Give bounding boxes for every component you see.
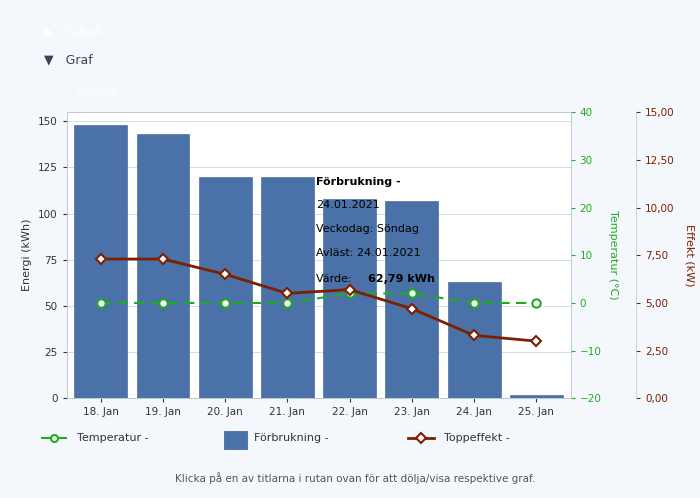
Bar: [510, 395, 563, 398]
Text: Värde:: Värde:: [316, 274, 356, 284]
Bar: [323, 199, 376, 398]
Bar: [136, 134, 190, 398]
Bar: [199, 177, 251, 398]
Text: 62,79 kWh: 62,79 kWh: [368, 274, 435, 284]
Bar: [447, 282, 500, 398]
Text: Förbrukning -: Förbrukning -: [254, 433, 328, 443]
Bar: [74, 125, 127, 398]
Text: ▼   Graf: ▼ Graf: [44, 53, 93, 66]
Y-axis label: Energi (kWh): Energi (kWh): [22, 219, 32, 291]
Y-axis label: Effekt (kW): Effekt (kW): [684, 224, 694, 286]
Bar: [386, 201, 438, 398]
Y-axis label: Temperatur (°C): Temperatur (°C): [608, 211, 618, 300]
Text: Förbrukning -: Förbrukning -: [316, 177, 401, 187]
Bar: [224, 431, 247, 449]
Text: Temperatur -: Temperatur -: [77, 433, 148, 443]
Text: Toppeffekt -: Toppeffekt -: [444, 433, 510, 443]
Bar: [261, 177, 314, 398]
Text: ▶   Tabell: ▶ Tabell: [44, 25, 102, 38]
Text: Avläst: 24.01.2021: Avläst: 24.01.2021: [316, 248, 421, 257]
Text: 24.01.2021: 24.01.2021: [316, 201, 380, 211]
Text: Klicka på en av titlarna i rutan ovan för att dölja/visa respektive graf.: Klicka på en av titlarna i rutan ovan fö…: [175, 472, 536, 484]
Text: 🖨  Skriv ut: 🖨 Skriv ut: [63, 86, 116, 96]
Text: Veckodag: Söndag: Veckodag: Söndag: [316, 224, 419, 234]
